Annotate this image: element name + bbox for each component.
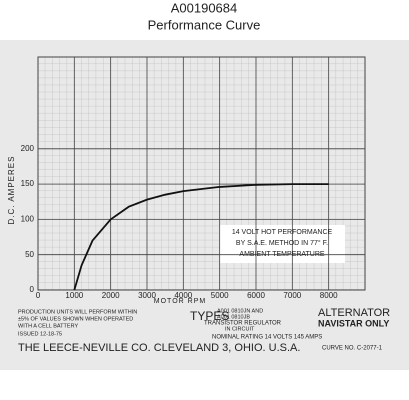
x-tick-label: 5000 — [211, 291, 229, 300]
x-tick-label: 7000 — [283, 291, 301, 300]
y-tick-label: 150 — [21, 179, 35, 188]
x-tick-label: 3000 — [138, 291, 156, 300]
x-tick-label: 2000 — [102, 291, 120, 300]
x-tick-label: 0 — [36, 291, 41, 300]
footer-note: THE LEECE-NEVILLE CO. CLEVELAND 3, OHIO.… — [18, 342, 300, 354]
annotation-box — [220, 225, 345, 263]
annotation: BY S.A.E. METHOD IN 77° F. — [236, 239, 328, 247]
footer-note: TYPES — [190, 309, 229, 323]
footer-note: ISSUED 12-18-75 — [18, 331, 62, 337]
footer-note: ALTERNATOR — [318, 307, 390, 319]
annotation: 14 VOLT HOT PERFORMANCE — [232, 229, 333, 236]
footer-note: NOMINAL RATING 14 VOLTS 145 AMPS — [212, 335, 322, 341]
footer-note: NAVISTAR ONLY — [318, 318, 389, 328]
y-tick-label: 200 — [21, 144, 35, 153]
footer-note: CURVE NO. C-2077-1 — [322, 346, 383, 352]
x-tick-label: 1000 — [65, 291, 83, 300]
x-tick-label: 8000 — [320, 291, 338, 300]
y-axis-label: D.C. AMPERES — [7, 156, 16, 225]
chart-title: A00190684 — [171, 0, 238, 15]
footer-note: PRODUCTION UNITS WILL PERFORM WITHIN — [18, 309, 137, 315]
footer-note: IN CIRCUIT — [225, 326, 255, 332]
x-tick-label: 4000 — [174, 291, 192, 300]
y-tick-label: 50 — [25, 250, 34, 259]
footer-note: ±5% OF VALUES SHOWN WHEN OPERATED — [18, 316, 133, 322]
annotation: AMBIENT TEMPERATURE — [239, 251, 325, 258]
y-tick-label: 0 — [30, 285, 35, 294]
x-axis-label: MOTOR RPM — [154, 298, 206, 305]
chart-subtitle: Performance Curve — [148, 17, 261, 32]
y-tick-label: 100 — [21, 215, 35, 224]
footer-note: A001 0810JN AND — [217, 308, 263, 314]
footer-note: TRANSISTOR REGULATOR — [204, 321, 282, 327]
data-line — [73, 183, 329, 291]
x-tick-label: 6000 — [247, 291, 265, 300]
footer-note: WITH A CELL BATTERY — [18, 323, 78, 329]
footer-note: A001 0810JB — [217, 314, 250, 320]
